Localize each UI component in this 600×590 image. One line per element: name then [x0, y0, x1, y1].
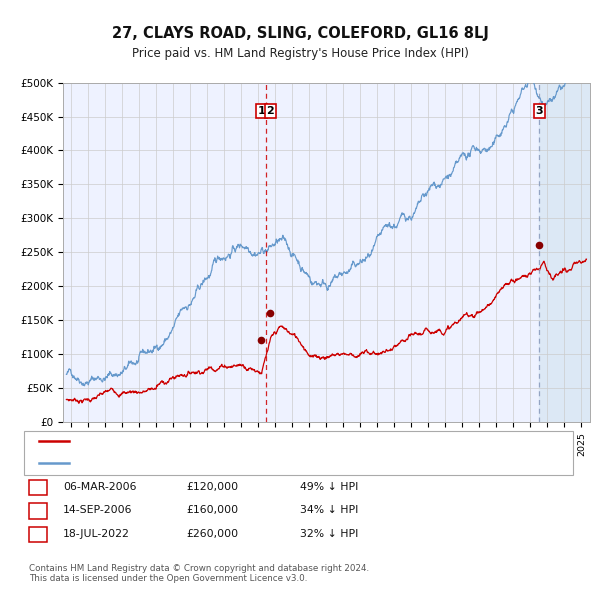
Bar: [539, 83, 590, 422]
Text: 1: 1: [257, 106, 265, 116]
Text: Price paid vs. HM Land Registry's House Price Index (HPI): Price paid vs. HM Land Registry's House …: [131, 47, 469, 60]
Text: 49% ↓ HPI: 49% ↓ HPI: [300, 482, 358, 491]
Text: 14-SEP-2006: 14-SEP-2006: [63, 506, 133, 515]
Text: 18-JUL-2022: 18-JUL-2022: [63, 529, 130, 539]
Text: £260,000: £260,000: [186, 529, 238, 539]
Text: 27, CLAYS ROAD, SLING, COLEFORD, GL16 8LJ: 27, CLAYS ROAD, SLING, COLEFORD, GL16 8L…: [112, 26, 488, 41]
Text: 1: 1: [34, 482, 41, 491]
Text: 34% ↓ HPI: 34% ↓ HPI: [300, 506, 358, 515]
Text: Contains HM Land Registry data © Crown copyright and database right 2024.
This d: Contains HM Land Registry data © Crown c…: [29, 563, 369, 583]
Text: 3: 3: [536, 106, 544, 116]
Text: 32% ↓ HPI: 32% ↓ HPI: [300, 529, 358, 539]
Text: 2: 2: [266, 106, 274, 116]
Text: 3: 3: [34, 529, 41, 539]
Text: HPI: Average price, detached house, Forest of Dean: HPI: Average price, detached house, Fore…: [73, 458, 331, 468]
Text: £120,000: £120,000: [186, 482, 238, 491]
Text: 06-MAR-2006: 06-MAR-2006: [63, 482, 137, 491]
Text: 27, CLAYS ROAD, SLING, COLEFORD, GL16 8LJ (detached house): 27, CLAYS ROAD, SLING, COLEFORD, GL16 8L…: [73, 437, 394, 446]
Text: £160,000: £160,000: [186, 506, 238, 515]
Text: 2: 2: [34, 506, 41, 515]
